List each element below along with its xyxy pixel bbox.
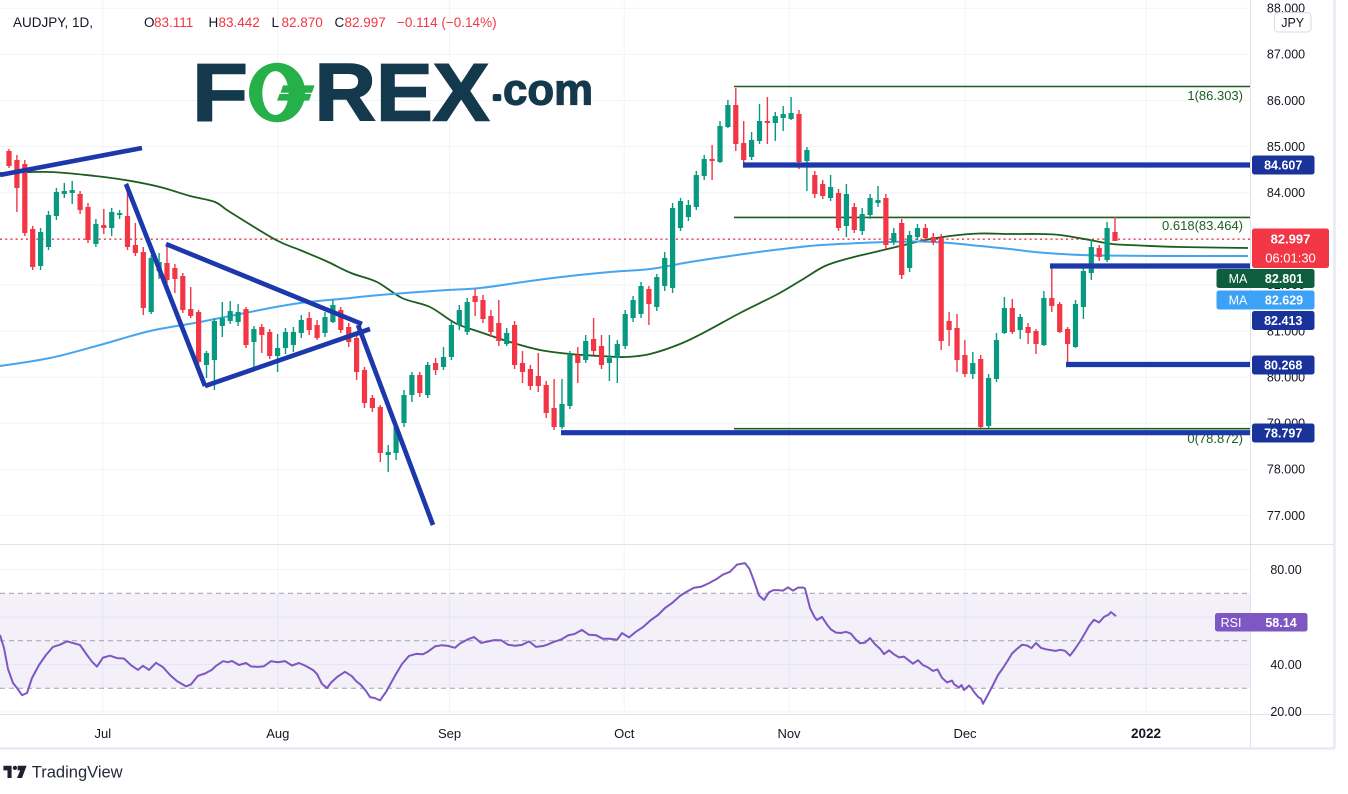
svg-text:C: C — [335, 15, 345, 30]
svg-text:58.14: 58.14 — [1265, 616, 1296, 630]
svg-text:com: com — [503, 66, 593, 115]
svg-text:H: H — [209, 15, 219, 30]
svg-text:78.000: 78.000 — [1267, 463, 1305, 477]
svg-text:TradingView: TradingView — [32, 764, 123, 782]
svg-text:40.00: 40.00 — [1270, 658, 1301, 672]
svg-text:Sep: Sep — [438, 726, 461, 741]
svg-text:83.442: 83.442 — [219, 15, 260, 30]
svg-text:82.801: 82.801 — [1265, 272, 1303, 286]
svg-text:Nov: Nov — [777, 726, 801, 741]
svg-text:84.000: 84.000 — [1267, 186, 1305, 200]
svg-text:Jul: Jul — [94, 726, 111, 741]
svg-text:83.111: 83.111 — [154, 15, 193, 30]
svg-text:20.00: 20.00 — [1270, 705, 1301, 719]
svg-text:86.000: 86.000 — [1267, 94, 1305, 108]
svg-text:2022: 2022 — [1131, 726, 1161, 741]
svg-text:87.000: 87.000 — [1267, 48, 1305, 62]
svg-text:Oct: Oct — [614, 726, 635, 741]
svg-text:77.000: 77.000 — [1267, 509, 1305, 523]
svg-text:85.000: 85.000 — [1267, 140, 1305, 154]
svg-text:84.607: 84.607 — [1264, 158, 1302, 172]
svg-text:Dec: Dec — [953, 726, 977, 741]
svg-text:80.268: 80.268 — [1264, 358, 1302, 372]
svg-text:06:01:30: 06:01:30 — [1265, 251, 1316, 266]
svg-text:RSI: RSI — [1221, 616, 1242, 630]
svg-text:AUDJPY, 1D,: AUDJPY, 1D, — [13, 15, 93, 30]
svg-text:78.797: 78.797 — [1264, 426, 1302, 440]
svg-text:−0.114 (−0.14%): −0.114 (−0.14%) — [397, 15, 497, 30]
svg-text:JPY: JPY — [1281, 16, 1305, 30]
svg-text:Aug: Aug — [266, 726, 289, 741]
svg-text:0.618(83.464): 0.618(83.464) — [1162, 218, 1243, 233]
svg-text:MA: MA — [1229, 293, 1248, 307]
svg-text:82.997: 82.997 — [1271, 232, 1311, 247]
svg-text:MA: MA — [1229, 272, 1248, 286]
svg-text:1(86.303): 1(86.303) — [1187, 88, 1243, 103]
svg-text:REX: REX — [315, 48, 490, 139]
svg-text:82.870: 82.870 — [282, 15, 323, 30]
svg-text:80.00: 80.00 — [1270, 563, 1301, 577]
svg-text:O: O — [144, 15, 155, 30]
svg-text:82.997: 82.997 — [345, 15, 386, 30]
svg-text:F: F — [192, 48, 248, 139]
svg-text:82.629: 82.629 — [1265, 293, 1303, 307]
svg-text:L: L — [272, 15, 280, 30]
svg-text:82.413: 82.413 — [1264, 314, 1302, 328]
